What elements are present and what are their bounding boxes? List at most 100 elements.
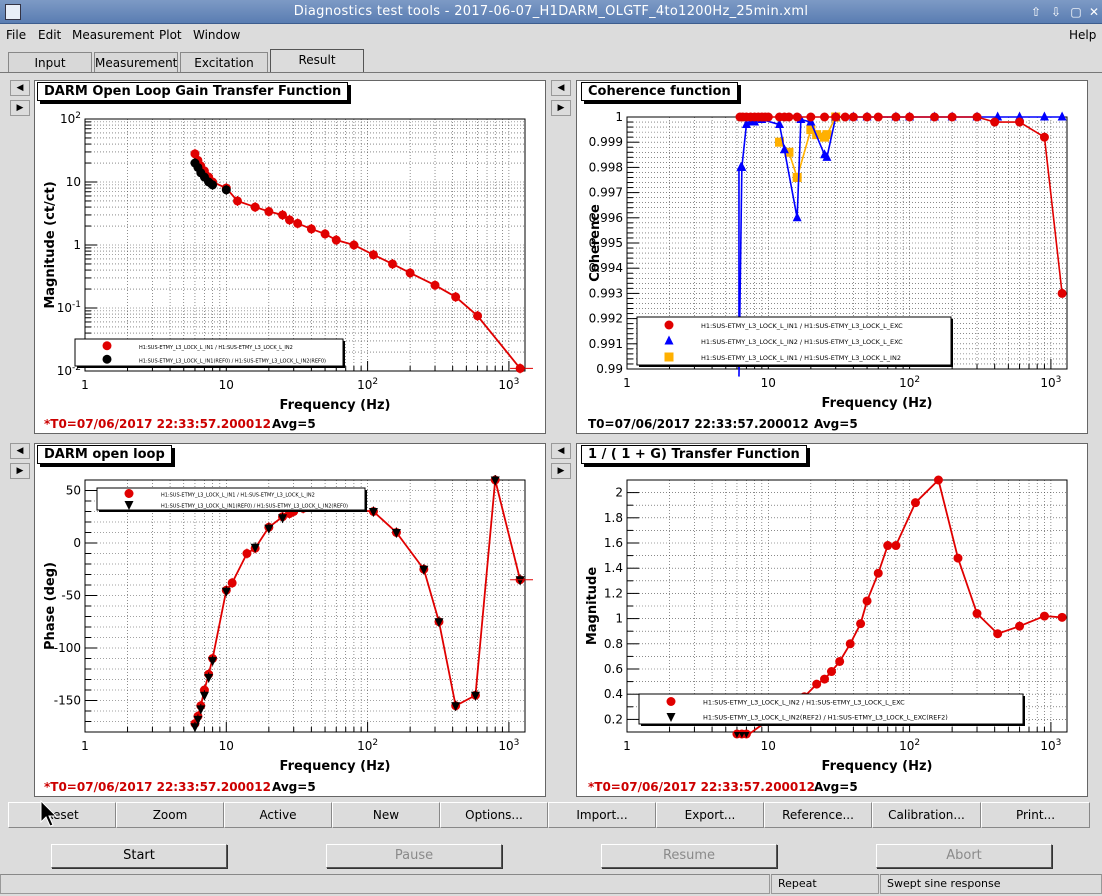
y-tick-label: 0.999 — [589, 135, 623, 149]
y-tick-label: 10 — [66, 175, 81, 189]
legend-entry: H1:SUS-ETMY_L3_LOCK_L_IN2 / H1:SUS-ETMY_… — [703, 699, 905, 707]
abort-button[interactable]: Abort — [876, 844, 1052, 868]
data-point — [845, 639, 855, 649]
status-mode: Swept sine response — [880, 874, 1102, 894]
x-tick-label: 103 — [1040, 375, 1061, 390]
export-button[interactable]: Export... — [656, 802, 764, 828]
minimize-icon[interactable]: ⇩ — [1050, 5, 1062, 19]
data-point — [736, 161, 746, 171]
start-button[interactable]: Start — [51, 844, 227, 868]
data-point — [1039, 611, 1049, 621]
data-point — [840, 112, 850, 122]
tab-measurement[interactable]: Measurement — [94, 52, 178, 72]
reference-button[interactable]: Reference... — [764, 802, 872, 828]
plot-area: 1 10 102 103 Frequency (Hz) 0.2 0.4 0.6 0.8 1 1.2 1… — [585, 475, 1068, 774]
pause-button[interactable]: Pause — [326, 844, 502, 868]
maximize-icon[interactable]: ▢ — [1070, 5, 1082, 19]
plot-area: 1 10 102 103 Frequency (Hz) 10-2 10-1 1 10 102 Mag… — [43, 111, 533, 413]
y-tick-label: 0.993 — [589, 286, 623, 300]
mouse-cursor-icon — [40, 800, 58, 827]
t0-label: *T0=07/06/2017 22:33:57.200012 — [44, 780, 271, 794]
menu-help[interactable]: Help — [1069, 28, 1097, 42]
y-tick-label: 50 — [66, 484, 81, 498]
y-tick-label: 0.998 — [589, 160, 623, 174]
active-button[interactable]: Active — [224, 802, 332, 828]
tab-excitation[interactable]: Excitation — [180, 52, 268, 72]
x-axis-label: Frequency (Hz) — [280, 398, 391, 413]
tab-divider — [0, 72, 1102, 73]
y-tick-label: 1 — [615, 110, 623, 124]
data-point — [208, 657, 218, 667]
menu-edit[interactable]: Edit — [38, 28, 62, 42]
data-point — [1015, 621, 1025, 631]
plot-pad-4[interactable]: 1 10 102 103 Frequency (Hz) 0.2 0.4 0.6 0.8 1 1.2 1… — [576, 443, 1088, 797]
menu-measurement[interactable]: Measurement — [72, 28, 155, 42]
resume-button[interactable]: Resume — [601, 844, 777, 868]
plot-pad-2[interactable]: 1 10 102 103 Frequency (Hz) 0.99 0.991 0.992 0.9… — [576, 80, 1088, 434]
tab-result[interactable]: Result — [270, 49, 364, 73]
y-tick-label: 0.99 — [596, 362, 623, 376]
menu-window[interactable]: Window — [193, 28, 241, 42]
zoom-button[interactable]: Zoom — [116, 802, 224, 828]
x-tick-label: 10 — [761, 739, 776, 753]
x-tick-label: 1 — [81, 739, 89, 753]
y-tick-label: 1.6 — [604, 536, 623, 550]
menu-plot[interactable]: Plot — [159, 28, 182, 42]
y-tick-label: 0.991 — [589, 337, 623, 351]
data-point — [349, 240, 359, 250]
menu-bar: File Edit Measurement Plot Window Help — [0, 24, 1102, 46]
data-point — [831, 112, 841, 122]
data-point — [972, 609, 982, 619]
y-tick-label: 0.996 — [589, 211, 623, 225]
plot-pad-3[interactable]: 1 10 102 103 Frequency (Hz) 50 0 -50 -100 -150 Pha… — [34, 443, 546, 797]
calibration-button[interactable]: Calibration... — [872, 802, 981, 828]
app-icon — [5, 4, 21, 20]
data-point — [196, 705, 206, 715]
data-point — [822, 130, 832, 140]
print-button[interactable]: Print... — [981, 802, 1090, 828]
data-point — [666, 697, 676, 706]
data-point — [733, 732, 740, 738]
x-tick-label: 10 — [219, 378, 234, 392]
series-line — [194, 153, 521, 369]
avg-label: Avg=5 — [814, 417, 858, 431]
plot-pad-1[interactable]: 1 10 102 103 Frequency (Hz) 10-2 10-1 1 10 102 Mag… — [34, 80, 546, 434]
y-tick-label: 0 — [73, 536, 81, 550]
plot-frame — [84, 479, 526, 733]
pad4-right-arrow-icon[interactable]: ▶ — [551, 463, 571, 479]
coherence-plot[interactable]: 1 10 102 103 Frequency (Hz) 0.99 0.991 0.992 0.9… — [577, 81, 1089, 435]
phase-plot[interactable]: 1 10 102 103 Frequency (Hz) 50 0 -50 -100 -150 Pha… — [35, 444, 547, 798]
data-point — [664, 352, 674, 362]
data-point — [221, 185, 231, 195]
closed-loop-plot[interactable]: 1 10 102 103 Frequency (Hz) 0.2 0.4 0.6 0.8 1 1.2 1… — [577, 444, 1089, 798]
data-point — [430, 280, 440, 290]
data-point — [1057, 111, 1067, 121]
plot-frame — [84, 118, 526, 372]
pad3-left-arrow-icon[interactable]: ◀ — [10, 443, 30, 459]
legend-entry: H1:SUS-ETMY_L3_LOCK_L_IN1 / H1:SUS-ETMY_… — [701, 354, 901, 362]
pad1-left-arrow-icon[interactable]: ◀ — [10, 80, 30, 96]
window-menu-icon[interactable]: ⇧ — [1030, 5, 1042, 19]
close-icon[interactable]: ✕ — [1088, 5, 1100, 19]
menu-file[interactable]: File — [6, 28, 27, 42]
data-point — [368, 250, 378, 260]
pad1-right-arrow-icon[interactable]: ▶ — [10, 100, 30, 116]
options-button[interactable]: Options... — [440, 802, 548, 828]
reset-button[interactable]: Reset — [8, 802, 116, 828]
pad2-right-arrow-icon[interactable]: ▶ — [551, 100, 571, 116]
data-point — [792, 212, 802, 222]
magnitude-plot[interactable]: 1 10 102 103 Frequency (Hz) 10-2 10-1 1 10 102 Mag… — [35, 81, 547, 435]
data-point — [124, 501, 134, 510]
import-button[interactable]: Import... — [548, 802, 656, 828]
y-tick-label: 0.4 — [604, 687, 623, 701]
tab-input[interactable]: Input — [8, 52, 92, 72]
data-point — [910, 498, 920, 508]
data-point — [387, 259, 397, 269]
data-point — [848, 112, 858, 122]
pad2-left-arrow-icon[interactable]: ◀ — [551, 80, 571, 96]
pad3-right-arrow-icon[interactable]: ▶ — [10, 463, 30, 479]
data-point — [891, 112, 901, 122]
new-button[interactable]: New — [332, 802, 440, 828]
data-point — [264, 524, 274, 534]
pad4-left-arrow-icon[interactable]: ◀ — [551, 443, 571, 459]
